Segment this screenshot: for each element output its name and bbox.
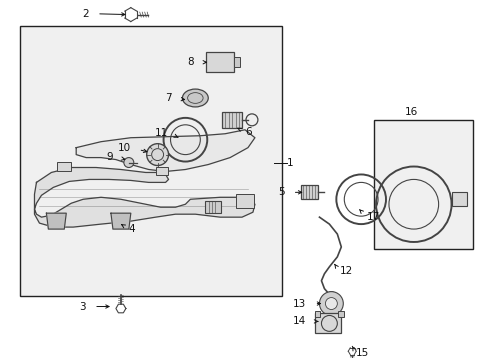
Bar: [338, 311, 344, 318]
Bar: [373, 120, 472, 249]
Polygon shape: [111, 213, 131, 229]
Text: 11: 11: [155, 128, 168, 138]
Bar: [205, 201, 221, 213]
Text: 2: 2: [82, 9, 89, 19]
Text: 3: 3: [80, 302, 86, 311]
Circle shape: [326, 292, 336, 302]
Text: 16: 16: [405, 107, 418, 117]
Circle shape: [325, 298, 337, 310]
Bar: [206, 52, 234, 72]
Polygon shape: [35, 167, 254, 227]
Bar: [314, 311, 320, 318]
Text: 4: 4: [128, 224, 135, 234]
Text: 15: 15: [355, 348, 369, 358]
Bar: [222, 112, 242, 128]
Text: 7: 7: [164, 93, 171, 103]
Polygon shape: [46, 213, 66, 229]
Bar: [155, 167, 167, 175]
Text: 9: 9: [106, 152, 113, 162]
Bar: [236, 194, 253, 208]
Bar: [234, 57, 240, 67]
Text: 14: 14: [293, 316, 306, 327]
Bar: [300, 185, 318, 199]
Circle shape: [123, 158, 134, 167]
Text: 13: 13: [293, 298, 306, 309]
Bar: [315, 314, 341, 333]
Text: 17: 17: [366, 212, 380, 222]
Bar: [57, 162, 71, 171]
Bar: [20, 26, 281, 296]
Polygon shape: [76, 130, 254, 171]
Text: 8: 8: [187, 57, 194, 67]
Circle shape: [319, 292, 343, 315]
Ellipse shape: [182, 89, 208, 107]
Circle shape: [146, 144, 168, 166]
Text: 6: 6: [244, 127, 251, 137]
Text: 12: 12: [339, 266, 352, 276]
Bar: [450, 192, 467, 206]
Text: 10: 10: [118, 143, 131, 153]
Text: 1: 1: [286, 158, 293, 167]
Text: 5: 5: [278, 187, 284, 197]
